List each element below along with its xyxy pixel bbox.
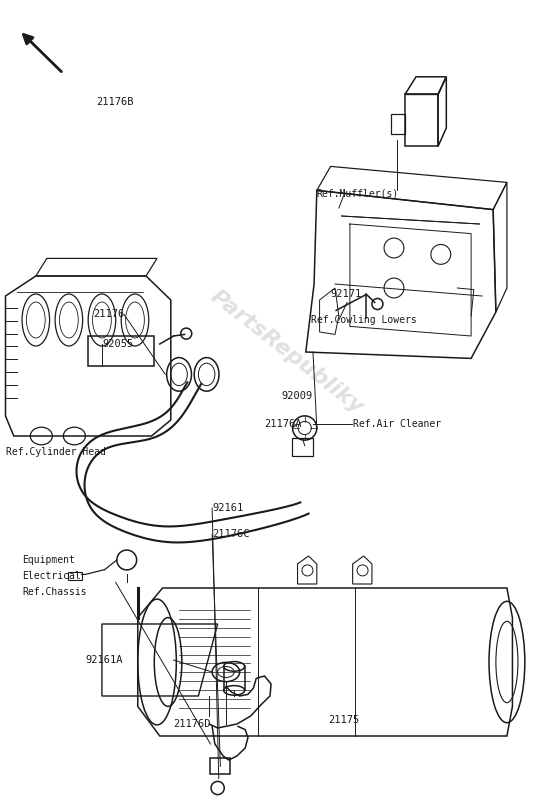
Text: 92161: 92161: [212, 503, 244, 513]
Text: 21176A: 21176A: [264, 419, 302, 429]
Text: Ref.Chassis: Ref.Chassis: [22, 587, 87, 597]
Text: 92161A: 92161A: [85, 655, 123, 665]
Text: 92171: 92171: [331, 290, 362, 299]
Text: Ref.Air Cleaner: Ref.Air Cleaner: [353, 419, 441, 429]
Bar: [292, 438, 313, 456]
Text: PartsRepubliky: PartsRepubliky: [206, 286, 367, 418]
Bar: [210, 758, 230, 774]
Text: Equipment: Equipment: [22, 555, 75, 565]
Bar: [68, 572, 82, 580]
Text: 21176B: 21176B: [96, 98, 134, 107]
Text: Ref.Cylinder Head: Ref.Cylinder Head: [6, 447, 105, 457]
Text: Electrical: Electrical: [22, 571, 81, 581]
Text: 92009: 92009: [281, 391, 312, 401]
Text: 21176C: 21176C: [212, 530, 250, 539]
Text: 21176: 21176: [94, 310, 125, 319]
Bar: [88, 336, 154, 366]
Text: 21175: 21175: [328, 715, 359, 725]
Text: Ref.Muffler(s): Ref.Muffler(s): [317, 189, 399, 198]
Text: 92055: 92055: [102, 339, 133, 349]
Text: Ref.Cowling Lowers: Ref.Cowling Lowers: [311, 315, 417, 325]
Text: 21176D: 21176D: [174, 719, 211, 729]
